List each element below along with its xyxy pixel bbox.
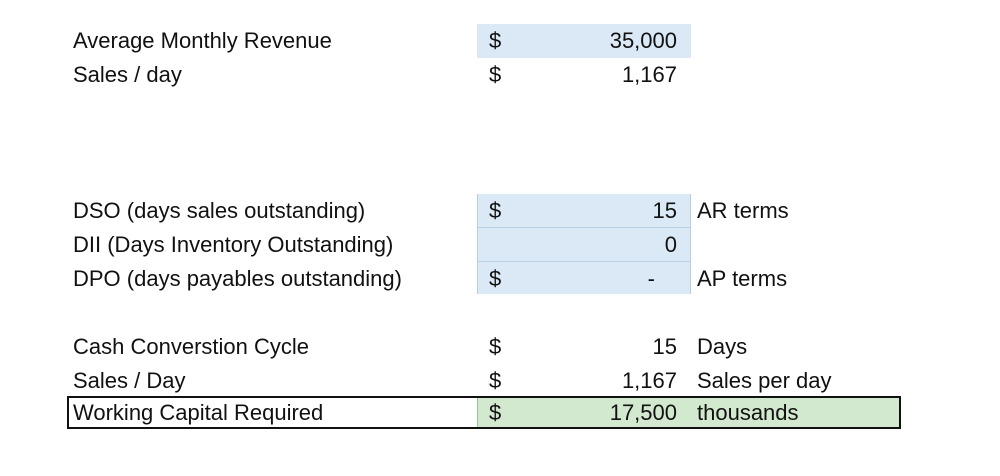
row-note: Sales per day <box>697 368 832 393</box>
currency-symbol: $ <box>489 334 502 359</box>
working-capital-highlight <box>477 398 899 427</box>
row-note: thousands <box>697 400 799 425</box>
currency-symbol: $ <box>489 28 502 53</box>
row-average-monthly-revenue: Average Monthly Revenue $ 35,000 <box>0 24 1000 58</box>
row-label: Cash Converstion Cycle <box>73 334 309 359</box>
cell-divider <box>477 398 478 427</box>
row-sales-per-day: Sales / day $ 1,167 <box>0 58 1000 92</box>
currency-symbol: $ <box>489 266 502 291</box>
row-label: Average Monthly Revenue <box>73 28 332 53</box>
dpo-value-input[interactable]: - <box>647 266 655 291</box>
dii-value-input[interactable]: 0 <box>664 232 677 257</box>
currency-symbol: $ <box>489 62 502 87</box>
working-capital-row-border <box>67 396 901 429</box>
currency-symbol: $ <box>489 400 502 425</box>
row-label: DPO (days payables outstanding) <box>73 266 402 291</box>
row-dii: DII (Days Inventory Outstanding) 0 <box>0 228 1000 262</box>
row-label: Sales / Day <box>73 368 186 393</box>
dso-value-input[interactable]: 15 <box>652 198 677 223</box>
cell-gridline <box>477 261 691 262</box>
row-label: Working Capital Required <box>73 400 324 425</box>
sales-per-day-value[interactable]: 1,167 <box>621 62 677 87</box>
row-label: Sales / day <box>73 62 182 87</box>
row-cash-conversion-cycle: Cash Converstion Cycle $ 15 Days <box>0 330 1000 364</box>
working-capital-value[interactable]: 17,500 <box>609 400 677 425</box>
sales-per-day-calc-value[interactable]: 1,167 <box>621 368 677 393</box>
row-dpo: DPO (days payables outstanding) $ - AP t… <box>0 262 1000 296</box>
currency-symbol: $ <box>489 198 502 223</box>
days-input-cells-bg <box>477 194 691 294</box>
row-note: AP terms <box>697 266 788 291</box>
row-label: DII (Days Inventory Outstanding) <box>73 232 394 257</box>
currency-symbol: $ <box>489 368 502 393</box>
row-label: DSO (days sales outstanding) <box>73 198 366 223</box>
row-working-capital-required: Working Capital Required $ 17,500 thousa… <box>0 396 1000 430</box>
revenue-input-cell-bg <box>477 24 691 58</box>
revenue-value-input[interactable]: 35,000 <box>609 28 677 53</box>
row-dso: DSO (days sales outstanding) $ 15 AR ter… <box>0 194 1000 228</box>
row-sales-per-day-calc: Sales / Day $ 1,167 Sales per day <box>0 364 1000 398</box>
cell-gridline <box>690 194 691 294</box>
ccc-value[interactable]: 15 <box>652 334 677 359</box>
row-note: AR terms <box>697 198 789 223</box>
row-note: Days <box>697 334 748 359</box>
cell-gridline <box>477 227 691 228</box>
cell-gridline <box>477 194 478 294</box>
